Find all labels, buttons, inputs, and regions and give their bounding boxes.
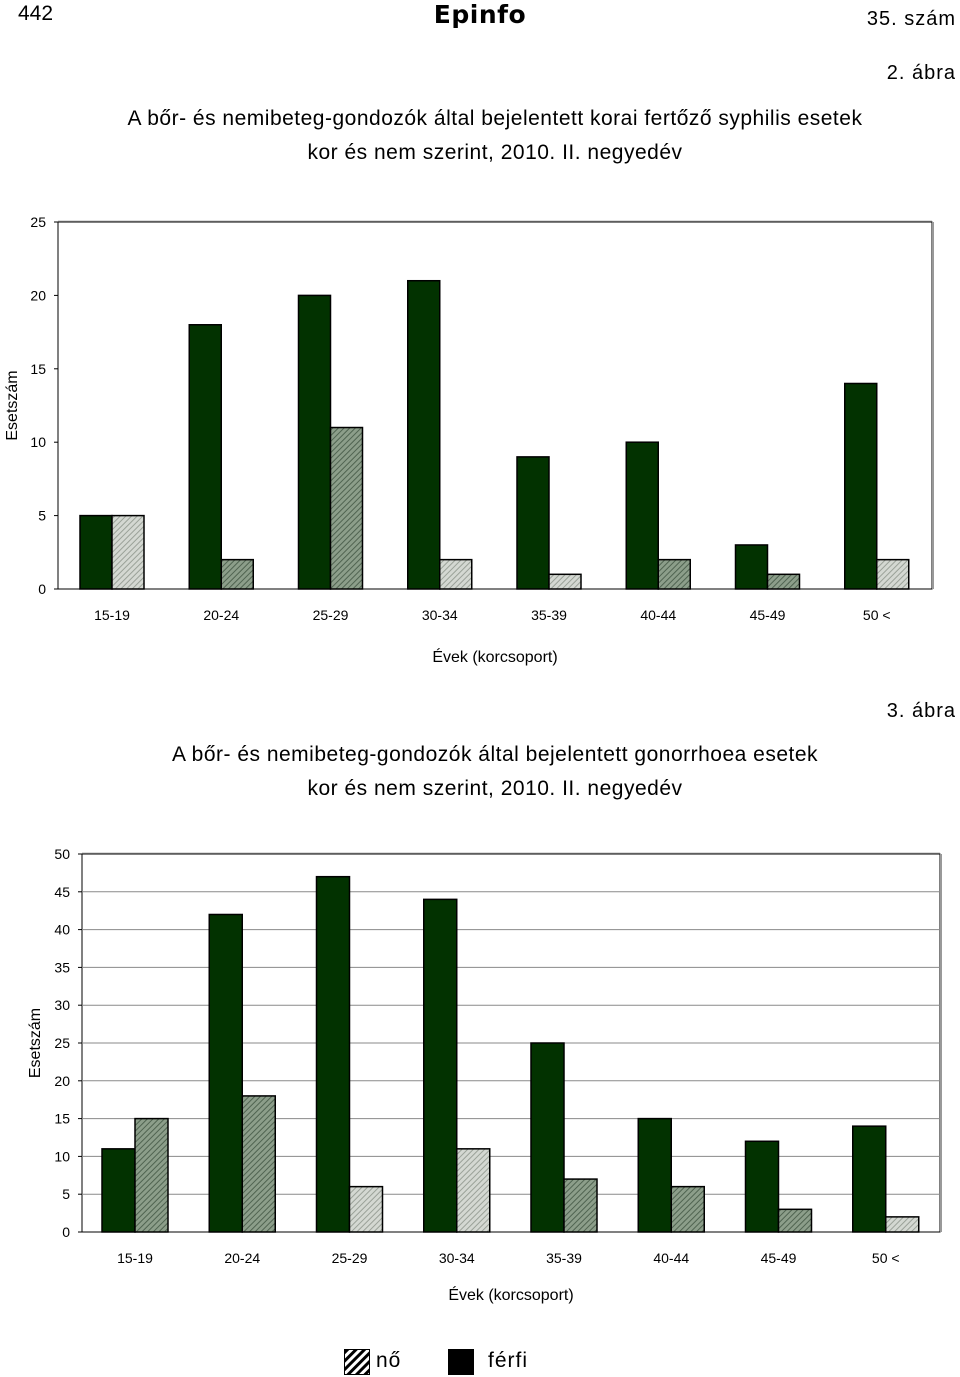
- bar-female: [134, 1117, 169, 1233]
- y-tick-label: 5: [62, 1186, 70, 1202]
- legend-label-male: férfi: [488, 1349, 529, 1372]
- bar-male: [744, 1140, 780, 1233]
- figure-2-title-line-1: A bőr- és nemibeteg-gondozók által bejel…: [127, 107, 863, 130]
- x-tick-label: 20-24: [224, 1250, 260, 1266]
- x-axis-label: Évek (korcsoport): [432, 647, 557, 666]
- x-tick-label: 50 <: [863, 607, 891, 623]
- x-tick-label: 30-34: [422, 607, 458, 623]
- y-tick-label: 20: [30, 287, 46, 303]
- y-tick-label: 25: [54, 1035, 70, 1051]
- bar-female: [657, 558, 691, 590]
- figure-2-title-line-2: kor és nem szerint, 2010. II. negyedév: [307, 141, 683, 164]
- y-tick-label: 20: [54, 1073, 70, 1089]
- syphilis-bar-chart: 0 5 10 15 20 25 15-19 20-24 25-29 30-34 35-39 40-44…: [4, 214, 934, 666]
- bar-female: [241, 1095, 276, 1233]
- bar-male: [852, 1125, 887, 1233]
- figure-2-label: 2. ábra: [886, 62, 956, 84]
- bar-female: [670, 1185, 705, 1233]
- bar-female: [111, 514, 145, 590]
- bar-male: [530, 1042, 565, 1233]
- epinfo-logo: Epinfo: [433, 0, 527, 29]
- bar-male: [625, 441, 659, 590]
- bar-female: [766, 573, 801, 590]
- y-tick-label: 50: [54, 846, 70, 862]
- bar-male: [297, 294, 332, 590]
- x-tick-label: 25-29: [313, 607, 349, 623]
- bar-male: [79, 514, 113, 590]
- x-tick-label: 45-49: [750, 607, 786, 623]
- x-axis-label: Évek (korcsoport): [448, 1285, 573, 1304]
- bar-male: [188, 324, 222, 590]
- x-tick-label: 15-19: [94, 607, 130, 623]
- y-tick-label: 30: [54, 997, 70, 1013]
- bar-male: [516, 456, 550, 590]
- x-tick-label: 45-49: [761, 1250, 797, 1266]
- x-tick-label: 15-19: [117, 1250, 153, 1266]
- bar-female: [777, 1208, 813, 1233]
- bar-male: [734, 544, 769, 590]
- bar-female: [548, 573, 582, 590]
- figure-3-title: A bőr- és nemibeteg-gondozók által bejel…: [0, 738, 960, 806]
- legend-swatch-male: [448, 1349, 474, 1375]
- y-tick-label: 10: [30, 434, 46, 450]
- y-tick-label: 25: [30, 214, 46, 230]
- y-tick-label: 15: [30, 361, 46, 377]
- x-tick-label: 35-39: [531, 607, 567, 623]
- bar-male: [844, 382, 878, 590]
- figure-3-title-line-1: A bőr- és nemibeteg-gondozók által bejel…: [171, 743, 819, 766]
- x-tick-label: 30-34: [439, 1250, 475, 1266]
- page-number: 442: [18, 2, 54, 25]
- y-tick-label: 15: [54, 1111, 70, 1127]
- legend-label-female: nő: [376, 1349, 402, 1372]
- y-tick-label: 5: [38, 508, 46, 524]
- y-tick-label: 40: [54, 922, 70, 938]
- x-tick-label: 20-24: [203, 607, 239, 623]
- bar-female: [456, 1148, 491, 1233]
- y-tick-label: 45: [54, 884, 70, 900]
- y-tick-label: 35: [54, 959, 70, 975]
- x-tick-label: 50 <: [872, 1250, 900, 1266]
- y-tick-label: 0: [62, 1224, 70, 1240]
- y-axis-label: Esetszám: [4, 370, 21, 440]
- x-tick-label: 35-39: [546, 1250, 582, 1266]
- y-tick-label: 0: [38, 581, 46, 597]
- bar-female: [439, 558, 473, 590]
- issue-number: 35. szám: [866, 8, 956, 30]
- figure-3-label: 3. ábra: [886, 700, 956, 722]
- x-tick-label: 40-44: [640, 607, 676, 623]
- bar-male: [101, 1148, 136, 1233]
- bar-male: [423, 898, 458, 1233]
- gonorrhoea-bar-chart: 0 5 10 15 20 25 30 35 40 45 50 15-19 20-24 25-29 30-34…: [27, 846, 942, 1304]
- bar-female: [220, 558, 254, 590]
- bar-female: [348, 1185, 384, 1233]
- bar-male: [208, 913, 243, 1233]
- bar-female: [885, 1216, 920, 1233]
- bar-female: [876, 558, 910, 590]
- bar-male: [315, 875, 351, 1233]
- bar-male: [407, 279, 441, 590]
- figure-3-title-line-2: kor és nem szerint, 2010. II. negyedév: [307, 777, 683, 800]
- legend-swatch-female: [344, 1349, 370, 1375]
- y-axis-label: Esetszám: [27, 1008, 44, 1078]
- bar-female: [563, 1178, 598, 1233]
- y-tick-label: 10: [54, 1148, 70, 1164]
- figure-2-title: A bőr- és nemibeteg-gondozók által bejel…: [0, 102, 960, 170]
- bar-male: [637, 1117, 672, 1233]
- bar-female: [329, 426, 364, 590]
- x-tick-label: 25-29: [332, 1250, 368, 1266]
- x-tick-label: 40-44: [653, 1250, 689, 1266]
